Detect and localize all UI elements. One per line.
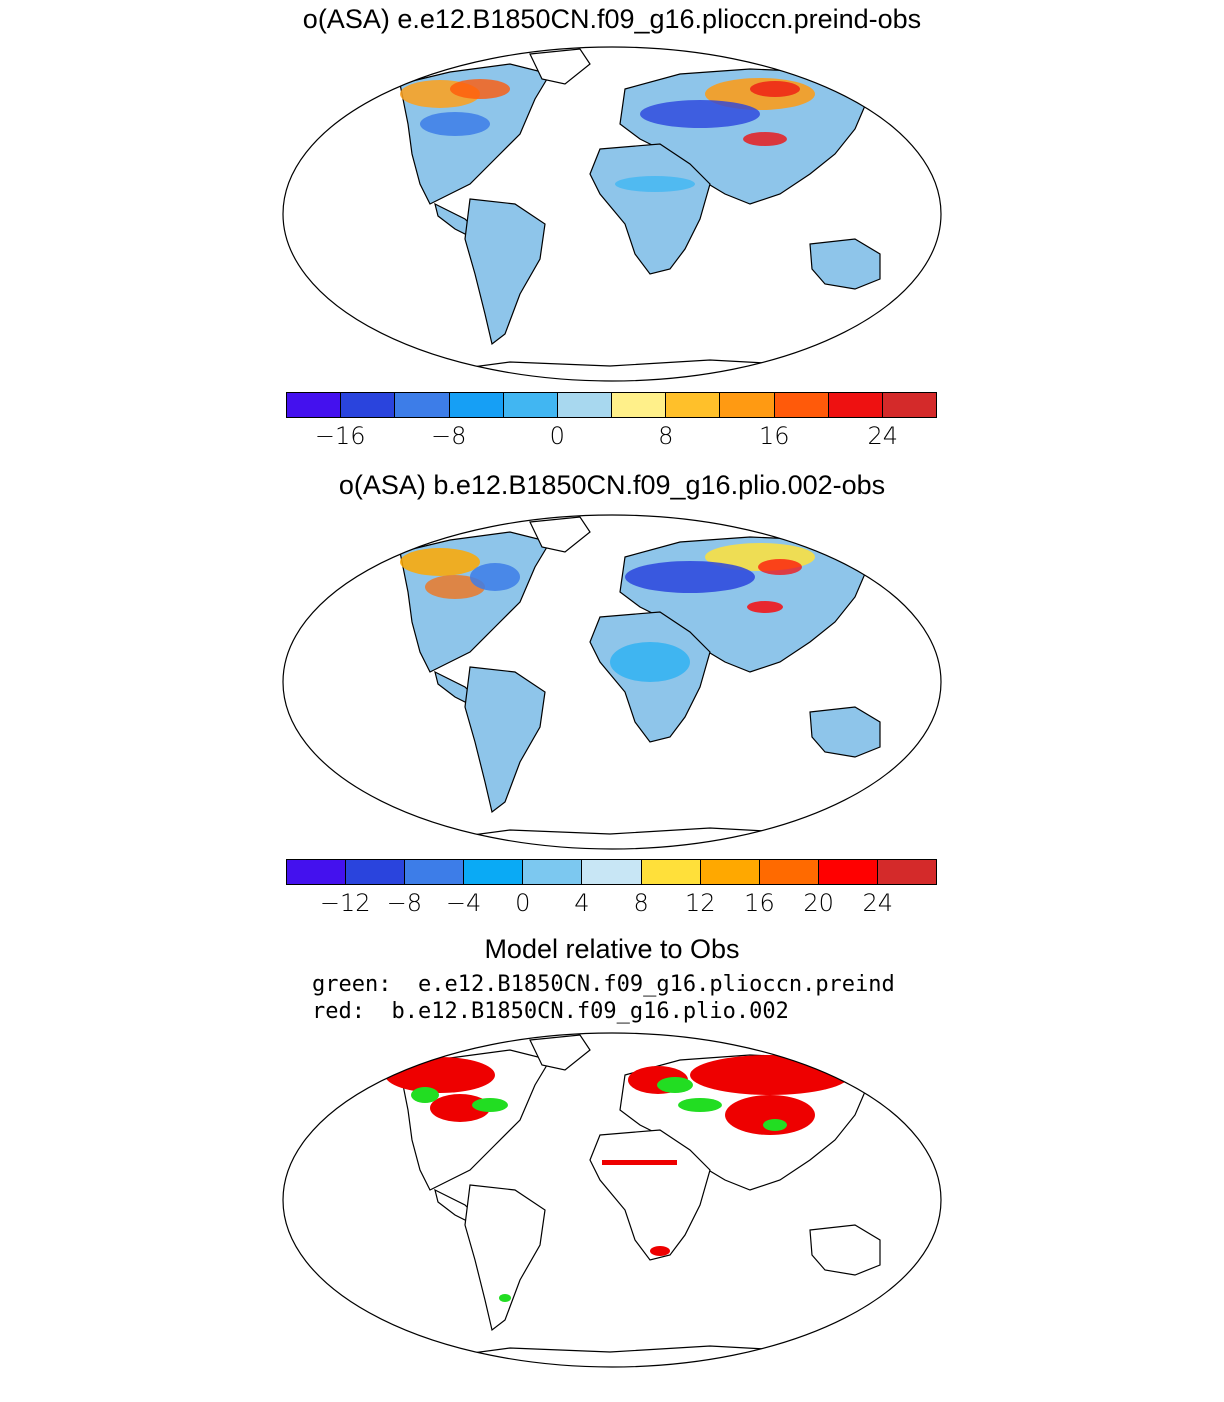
colorbar1-tick-label: 16 bbox=[758, 422, 790, 450]
panel2-colorbar-ticks: −12 −8 −4 0 4 8 12 16 20 24 bbox=[286, 889, 937, 919]
colorbar1-swatch bbox=[557, 393, 613, 417]
colorbar1-tick-label: 0 bbox=[549, 422, 565, 450]
legend-green-text: green: e.e12.B1850CN.f09_g16.plioccn.pre… bbox=[312, 972, 895, 997]
colorbar1-swatch bbox=[503, 393, 558, 417]
panel1-map bbox=[282, 46, 942, 382]
colorbar2-swatch bbox=[287, 860, 347, 884]
panel2-map bbox=[282, 514, 942, 850]
colorbar2-tick-label: 0 bbox=[515, 889, 531, 917]
colorbar2-tick-label: 24 bbox=[862, 889, 894, 917]
colorbar1-tick-label: 8 bbox=[658, 422, 674, 450]
colorbar2-tick-label: 20 bbox=[803, 889, 834, 917]
panel1-colorbar bbox=[286, 392, 937, 418]
colorbar2-swatch bbox=[700, 860, 760, 884]
colorbar1-swatch bbox=[666, 393, 721, 417]
colorbar1-tick-label: −8 bbox=[431, 422, 467, 450]
colorbar2-swatch bbox=[464, 860, 524, 884]
colorbar2-tick-label: 12 bbox=[684, 889, 716, 917]
panel2-anomaly-overlays bbox=[400, 543, 815, 682]
colorbar1-swatch bbox=[720, 393, 775, 417]
panel3-green-regions bbox=[411, 1077, 787, 1302]
colorbar2-tick-label: −12 bbox=[319, 889, 371, 917]
colorbar2-tick-label: −4 bbox=[445, 889, 482, 917]
colorbar1-swatch bbox=[395, 393, 450, 417]
colorbar2-swatch bbox=[759, 860, 819, 884]
colorbar1-swatch bbox=[612, 393, 667, 417]
panel3-map bbox=[282, 1032, 942, 1368]
panel2-title: o(ASA) b.e12.B1850CN.f09_g16.plio.002-ob… bbox=[338, 470, 886, 500]
colorbar2-tick-label: −8 bbox=[386, 889, 423, 917]
colorbar2-swatch bbox=[582, 860, 642, 884]
panel1-title: o(ASA) e.e12.B1850CN.f09_g16.plioccn.pre… bbox=[302, 4, 922, 34]
panel1-colorbar-ticks: −16 −8 0 8 16 24 bbox=[286, 422, 937, 452]
colorbar2-swatch bbox=[523, 860, 583, 884]
colorbar1-swatch bbox=[828, 393, 883, 417]
colorbar1-swatch bbox=[287, 393, 342, 417]
colorbar1-tick-label: −16 bbox=[314, 422, 366, 450]
colorbar1-swatch bbox=[774, 393, 829, 417]
colorbar1-swatch bbox=[882, 393, 937, 417]
colorbar2-swatch bbox=[405, 860, 465, 884]
colorbar1-swatch bbox=[449, 393, 504, 417]
colorbar2-swatch bbox=[818, 860, 878, 884]
legend-red-text: red: b.e12.B1850CN.f09_g16.plio.002 bbox=[312, 999, 789, 1024]
colorbar2-tick-label: 4 bbox=[574, 889, 590, 917]
panel1-anomaly-overlays bbox=[400, 78, 815, 192]
colorbar2-swatch bbox=[877, 860, 937, 884]
panel2-colorbar bbox=[286, 859, 937, 885]
colorbar2-tick-label: 8 bbox=[633, 889, 649, 917]
colorbar1-tick-label: 24 bbox=[867, 422, 899, 450]
colorbar2-swatch bbox=[641, 860, 701, 884]
panel3-title: Model relative to Obs bbox=[484, 934, 740, 964]
colorbar2-tick-label: 16 bbox=[744, 889, 775, 917]
colorbar2-swatch bbox=[346, 860, 406, 884]
colorbar1-swatch bbox=[341, 393, 396, 417]
